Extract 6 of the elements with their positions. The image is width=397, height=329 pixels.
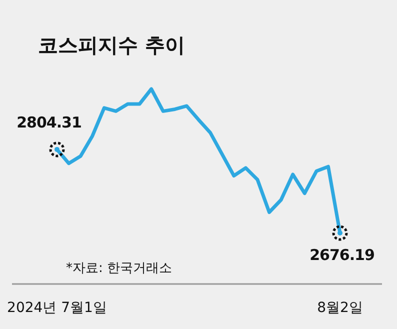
data-label: 2804.31	[16, 113, 82, 132]
x-tick-label: 8월2일	[317, 300, 363, 316]
chart-title: 코스피지수 추이	[38, 33, 185, 57]
x-tick-label: 2024년 7월1일	[7, 300, 107, 316]
text: *자료: 한국거래소	[66, 261, 172, 276]
data-label: 2676.19	[310, 246, 374, 264]
